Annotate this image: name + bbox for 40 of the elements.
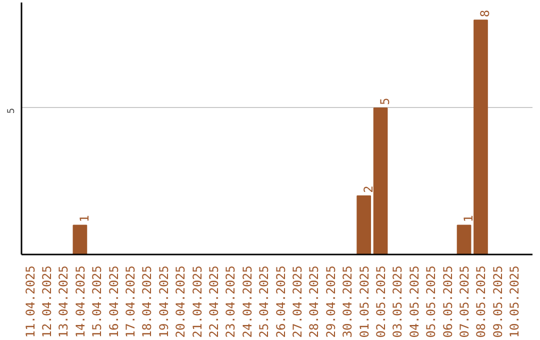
x-tick-label: 04.05.2025	[407, 265, 422, 338]
data-label: 1	[77, 214, 92, 222]
x-tick-label: 08.05.2025	[474, 265, 488, 338]
bar	[72, 224, 88, 254]
x-tick-label: 07.05.2025	[458, 265, 472, 338]
x-tick-label: 20.04.2025	[174, 265, 188, 338]
x-tick-label: 24.04.2025	[240, 265, 254, 338]
x-tick-label: 05.05.2025	[424, 265, 438, 338]
bar	[373, 107, 388, 254]
x-tick-label: 17.04.2025	[124, 265, 138, 338]
x-tick-label: 06.05.2025	[440, 265, 455, 338]
data-label: 1	[462, 214, 476, 222]
x-tick-label: 12.04.2025	[40, 265, 54, 338]
x-tick-label: 16.04.2025	[106, 265, 121, 338]
bar	[356, 195, 372, 254]
x-tick-label: 26.04.2025	[274, 265, 288, 338]
x-tick-label: 19.04.2025	[156, 265, 171, 338]
bar	[456, 224, 472, 254]
x-tick-label: 30.04.2025	[340, 265, 355, 338]
x-tick-label: 23.04.2025	[224, 265, 238, 338]
x-tick-label: 15.04.2025	[90, 265, 104, 338]
x-tick-label: 14.04.2025	[73, 265, 88, 338]
x-tick-label: 09.05.2025	[490, 265, 505, 338]
data-label: 5	[378, 98, 392, 105]
x-tick-label: 27.04.2025	[290, 265, 305, 338]
data-label: 8	[478, 10, 492, 18]
x-tick-label: 10.05.2025	[508, 265, 522, 338]
x-tick-label: 02.05.2025	[374, 265, 388, 338]
x-tick-label: 28.04.2025	[307, 265, 322, 338]
x-tick-label: 03.05.2025	[390, 265, 405, 338]
x-tick-label: 29.04.2025	[324, 265, 338, 338]
data-label: 2	[361, 186, 376, 193]
x-tick-label: 18.04.2025	[140, 265, 154, 338]
x-tick-label: 22.04.2025	[207, 265, 222, 338]
x-tick-label: 01.05.2025	[357, 265, 372, 338]
x-tick-label: 25.04.2025	[257, 265, 272, 338]
bar	[474, 20, 488, 254]
x-tick-label: 11.04.2025	[23, 265, 38, 338]
x-tick-label: 13.04.2025	[56, 265, 71, 338]
x-tick-label: 21.04.2025	[190, 265, 204, 338]
